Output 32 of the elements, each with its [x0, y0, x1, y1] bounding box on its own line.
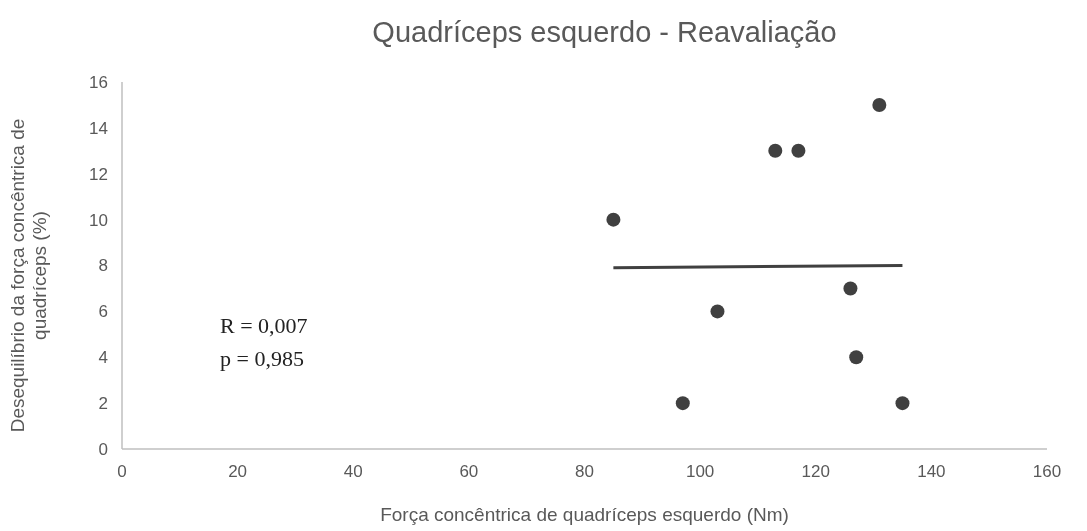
- y-tick-label: 16: [89, 72, 108, 92]
- y-tick-label: 2: [98, 394, 108, 414]
- annotation: R = 0,007: [220, 313, 308, 338]
- y-tick-label: 4: [98, 348, 108, 368]
- point: [849, 350, 864, 365]
- x-tick-label: 80: [575, 462, 594, 481]
- point: [606, 212, 621, 227]
- point: [710, 304, 725, 319]
- x-tick-label: 60: [459, 462, 479, 481]
- x-tick-label: 40: [343, 462, 363, 481]
- point: [895, 396, 910, 411]
- y-tick-label: 0: [98, 439, 108, 459]
- y-tick-label: 8: [98, 256, 108, 276]
- x-tick-label: 160: [1032, 462, 1062, 481]
- x-axis-title: Força concêntrica de quadríceps esquerdo (Nm): [380, 504, 789, 525]
- point: [768, 143, 783, 158]
- annotation: p = 0,985: [220, 346, 304, 371]
- y-tick-label: 10: [89, 210, 108, 230]
- x-tick-label: 140: [917, 462, 946, 481]
- y-tick-label: 12: [89, 164, 108, 184]
- point: [791, 143, 806, 158]
- y-tick-label: 14: [89, 118, 108, 138]
- x-tick-label: 0: [117, 462, 127, 481]
- point: [675, 396, 690, 411]
- x-tick-label: 120: [801, 462, 830, 481]
- y-axis-title: Desequilíbrio da força concêntrica de quadríceps (%): [7, 118, 50, 433]
- x-tick-label: 100: [685, 462, 715, 481]
- x-tick-label: 20: [228, 462, 248, 481]
- y-tick-label: 6: [98, 302, 108, 322]
- point: [843, 281, 858, 296]
- point: [872, 97, 887, 112]
- chart-title: Quadríceps esquerdo - Reavaliação: [372, 16, 837, 48]
